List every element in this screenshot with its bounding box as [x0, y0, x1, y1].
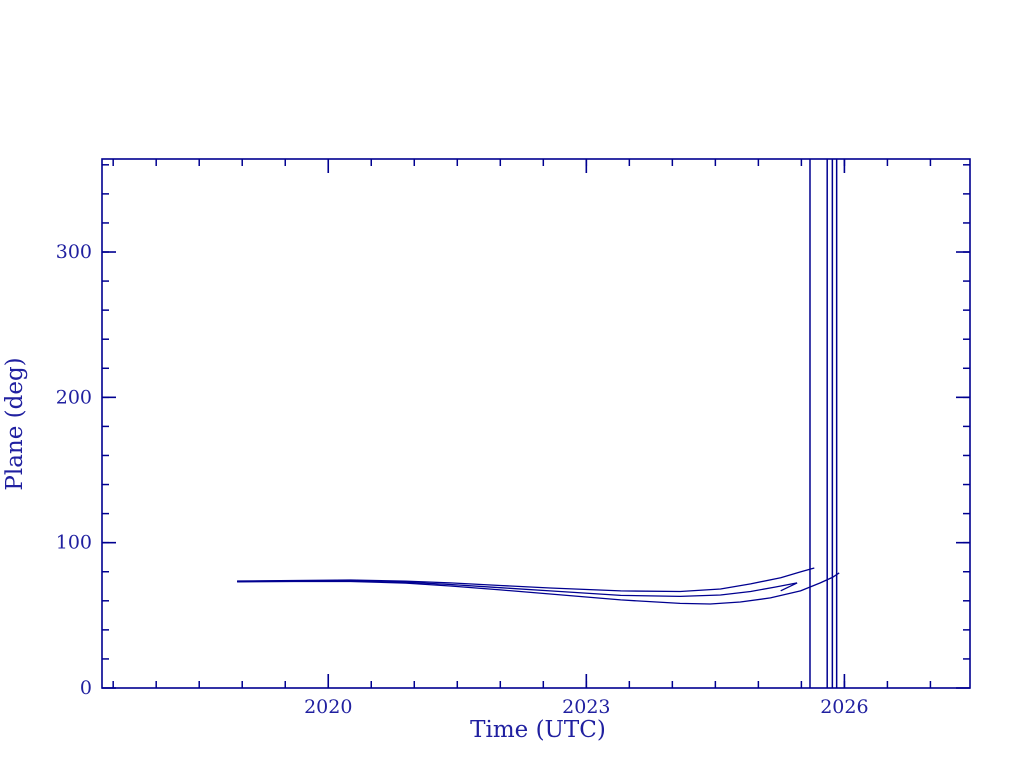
- plot-frame: [101, 158, 971, 689]
- y-tick-label: 200: [56, 386, 92, 408]
- x-tick-label: 2020: [304, 696, 352, 718]
- plane-angle-curve-3: [237, 572, 840, 605]
- y-tick-label: 300: [56, 241, 92, 263]
- x-tick-label: 2023: [562, 696, 610, 718]
- plane-angle-curve-2: [237, 580, 798, 598]
- y-tick-label: 0: [80, 677, 92, 699]
- chart-generated-layer: 2020 2023 2026 0 100 200 300: [56, 158, 971, 718]
- y-axis-title: Plane (deg): [2, 357, 28, 490]
- x-axis-title: Time (UTC): [470, 717, 606, 743]
- x-tick-label: 2026: [820, 696, 868, 718]
- plane-angle-curve-1: [237, 567, 815, 593]
- y-tick-label: 100: [56, 532, 92, 554]
- plane-angle-curve-2-tip: [780, 582, 798, 592]
